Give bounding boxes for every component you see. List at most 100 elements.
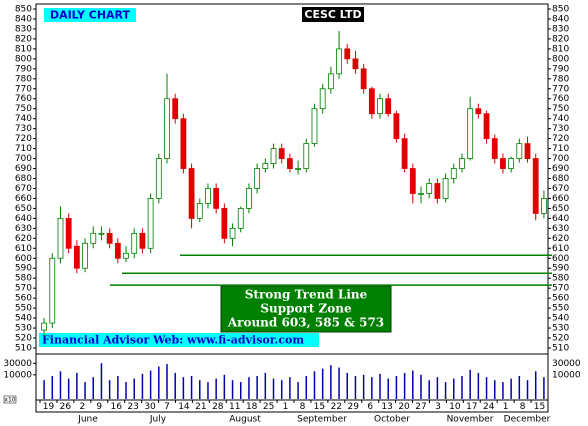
x-tick-label: 29 <box>348 402 360 412</box>
volume-tick-label: 30000 <box>3 359 32 369</box>
volume-frame <box>35 353 549 401</box>
candle-body <box>270 148 277 164</box>
y-tick-label: 540 <box>15 314 32 324</box>
y-tick-label: 790 <box>552 64 569 74</box>
x-tick-label: 8 <box>520 402 526 412</box>
y-tick-label: 660 <box>15 194 32 204</box>
candle-body <box>327 73 334 90</box>
y-tick-label: 530 <box>552 324 569 334</box>
y-tick-label: 830 <box>552 24 569 34</box>
x-tick-label: 17 <box>466 402 477 412</box>
month-label: September <box>297 415 347 425</box>
volume-unit: x10 <box>4 397 15 404</box>
x-tick-label: 27 <box>415 402 426 412</box>
y-tick-label: 820 <box>552 34 569 44</box>
candle-body <box>475 108 482 115</box>
candle-body <box>196 203 203 219</box>
y-tick-label: 740 <box>552 114 569 124</box>
candle-body <box>385 98 392 115</box>
candle-body <box>139 232 146 249</box>
y-tick-label: 840 <box>15 14 32 24</box>
candle-body <box>311 108 318 145</box>
x-tick-label: 19 <box>43 402 55 412</box>
y-tick-label: 730 <box>15 124 32 134</box>
y-tick-label: 810 <box>552 44 569 54</box>
y-tick-label: 710 <box>552 144 569 154</box>
month-label: December <box>504 415 551 425</box>
y-tick-label: 550 <box>15 304 32 314</box>
y-tick-label: 760 <box>15 94 32 104</box>
candle-body <box>41 322 47 331</box>
candle-body <box>164 98 170 159</box>
y-tick-label: 620 <box>552 234 569 244</box>
x-tick-label: 30 <box>144 402 156 412</box>
month-label: November <box>447 415 494 425</box>
y-tick-label: 610 <box>15 244 32 254</box>
x-tick-label: 6 <box>367 402 373 412</box>
candle-body <box>82 242 88 269</box>
x-tick-label: 21 <box>195 402 206 412</box>
y-tick-label: 630 <box>552 224 569 234</box>
candle-body <box>147 198 154 249</box>
y-tick-label: 620 <box>15 234 32 244</box>
candle-body <box>360 68 367 90</box>
x-tick-label: 7 <box>164 402 170 412</box>
annotation-line: Around 603, 585 & 573 <box>227 316 384 330</box>
candle-body <box>344 48 351 60</box>
x-tick-label: 16 <box>110 402 122 412</box>
x-tick-label: 22 <box>331 402 342 412</box>
y-tick-label: 750 <box>552 104 569 114</box>
y-tick-label: 510 <box>15 344 32 354</box>
y-tick-label: 650 <box>552 204 569 214</box>
y-tick-label: 790 <box>15 64 32 74</box>
candle-body <box>336 48 342 75</box>
y-tick-label: 660 <box>552 194 569 204</box>
y-tick-label: 590 <box>552 264 569 274</box>
x-tick-label: 9 <box>96 402 102 412</box>
candle-body <box>319 88 326 110</box>
y-tick-label: 800 <box>15 54 32 64</box>
y-tick-label: 740 <box>15 114 32 124</box>
candle-body <box>442 178 449 199</box>
candle-body <box>172 98 179 120</box>
y-tick-label: 750 <box>15 104 32 114</box>
x-tick-label: 15 <box>314 402 325 412</box>
candle-body <box>541 198 547 214</box>
candle-body <box>188 168 195 219</box>
candle-body <box>409 168 416 194</box>
y-tick-label: 580 <box>15 274 32 284</box>
y-tick-label: 600 <box>15 254 32 264</box>
candle-body <box>98 232 105 235</box>
candle-body <box>90 232 97 244</box>
y-tick-label: 520 <box>552 334 569 344</box>
candle-body <box>73 245 80 269</box>
x-tick-label: 3 <box>435 402 441 412</box>
candle-body <box>246 188 252 209</box>
x-tick-label: 18 <box>246 402 258 412</box>
candle-body <box>418 193 424 195</box>
candle-body <box>205 188 211 204</box>
x-tick-label: 8 <box>300 402 306 412</box>
y-tick-label: 810 <box>15 44 32 54</box>
y-tick-label: 540 <box>552 314 569 324</box>
candle-body <box>254 168 261 189</box>
y-tick-label: 720 <box>552 134 569 144</box>
candle-body <box>516 143 523 159</box>
y-tick-label: 580 <box>552 274 569 284</box>
y-tick-label: 710 <box>15 144 32 154</box>
y-tick-label: 530 <box>15 324 32 334</box>
chart-title: CESC LTD <box>304 8 361 21</box>
candle-body <box>532 158 539 214</box>
y-tick-label: 850 <box>15 5 32 15</box>
candle-body <box>401 138 408 169</box>
y-tick-label: 630 <box>15 224 32 234</box>
x-tick-label: 15 <box>534 402 545 412</box>
y-tick-label: 770 <box>15 84 32 94</box>
y-tick-label: 560 <box>552 294 569 304</box>
candle-body <box>524 143 531 159</box>
y-tick-label: 670 <box>15 184 32 194</box>
footer-box <box>39 333 319 347</box>
candle-body <box>57 217 64 259</box>
title-box <box>302 7 364 22</box>
volume-tick-label: 10000 <box>552 370 581 380</box>
